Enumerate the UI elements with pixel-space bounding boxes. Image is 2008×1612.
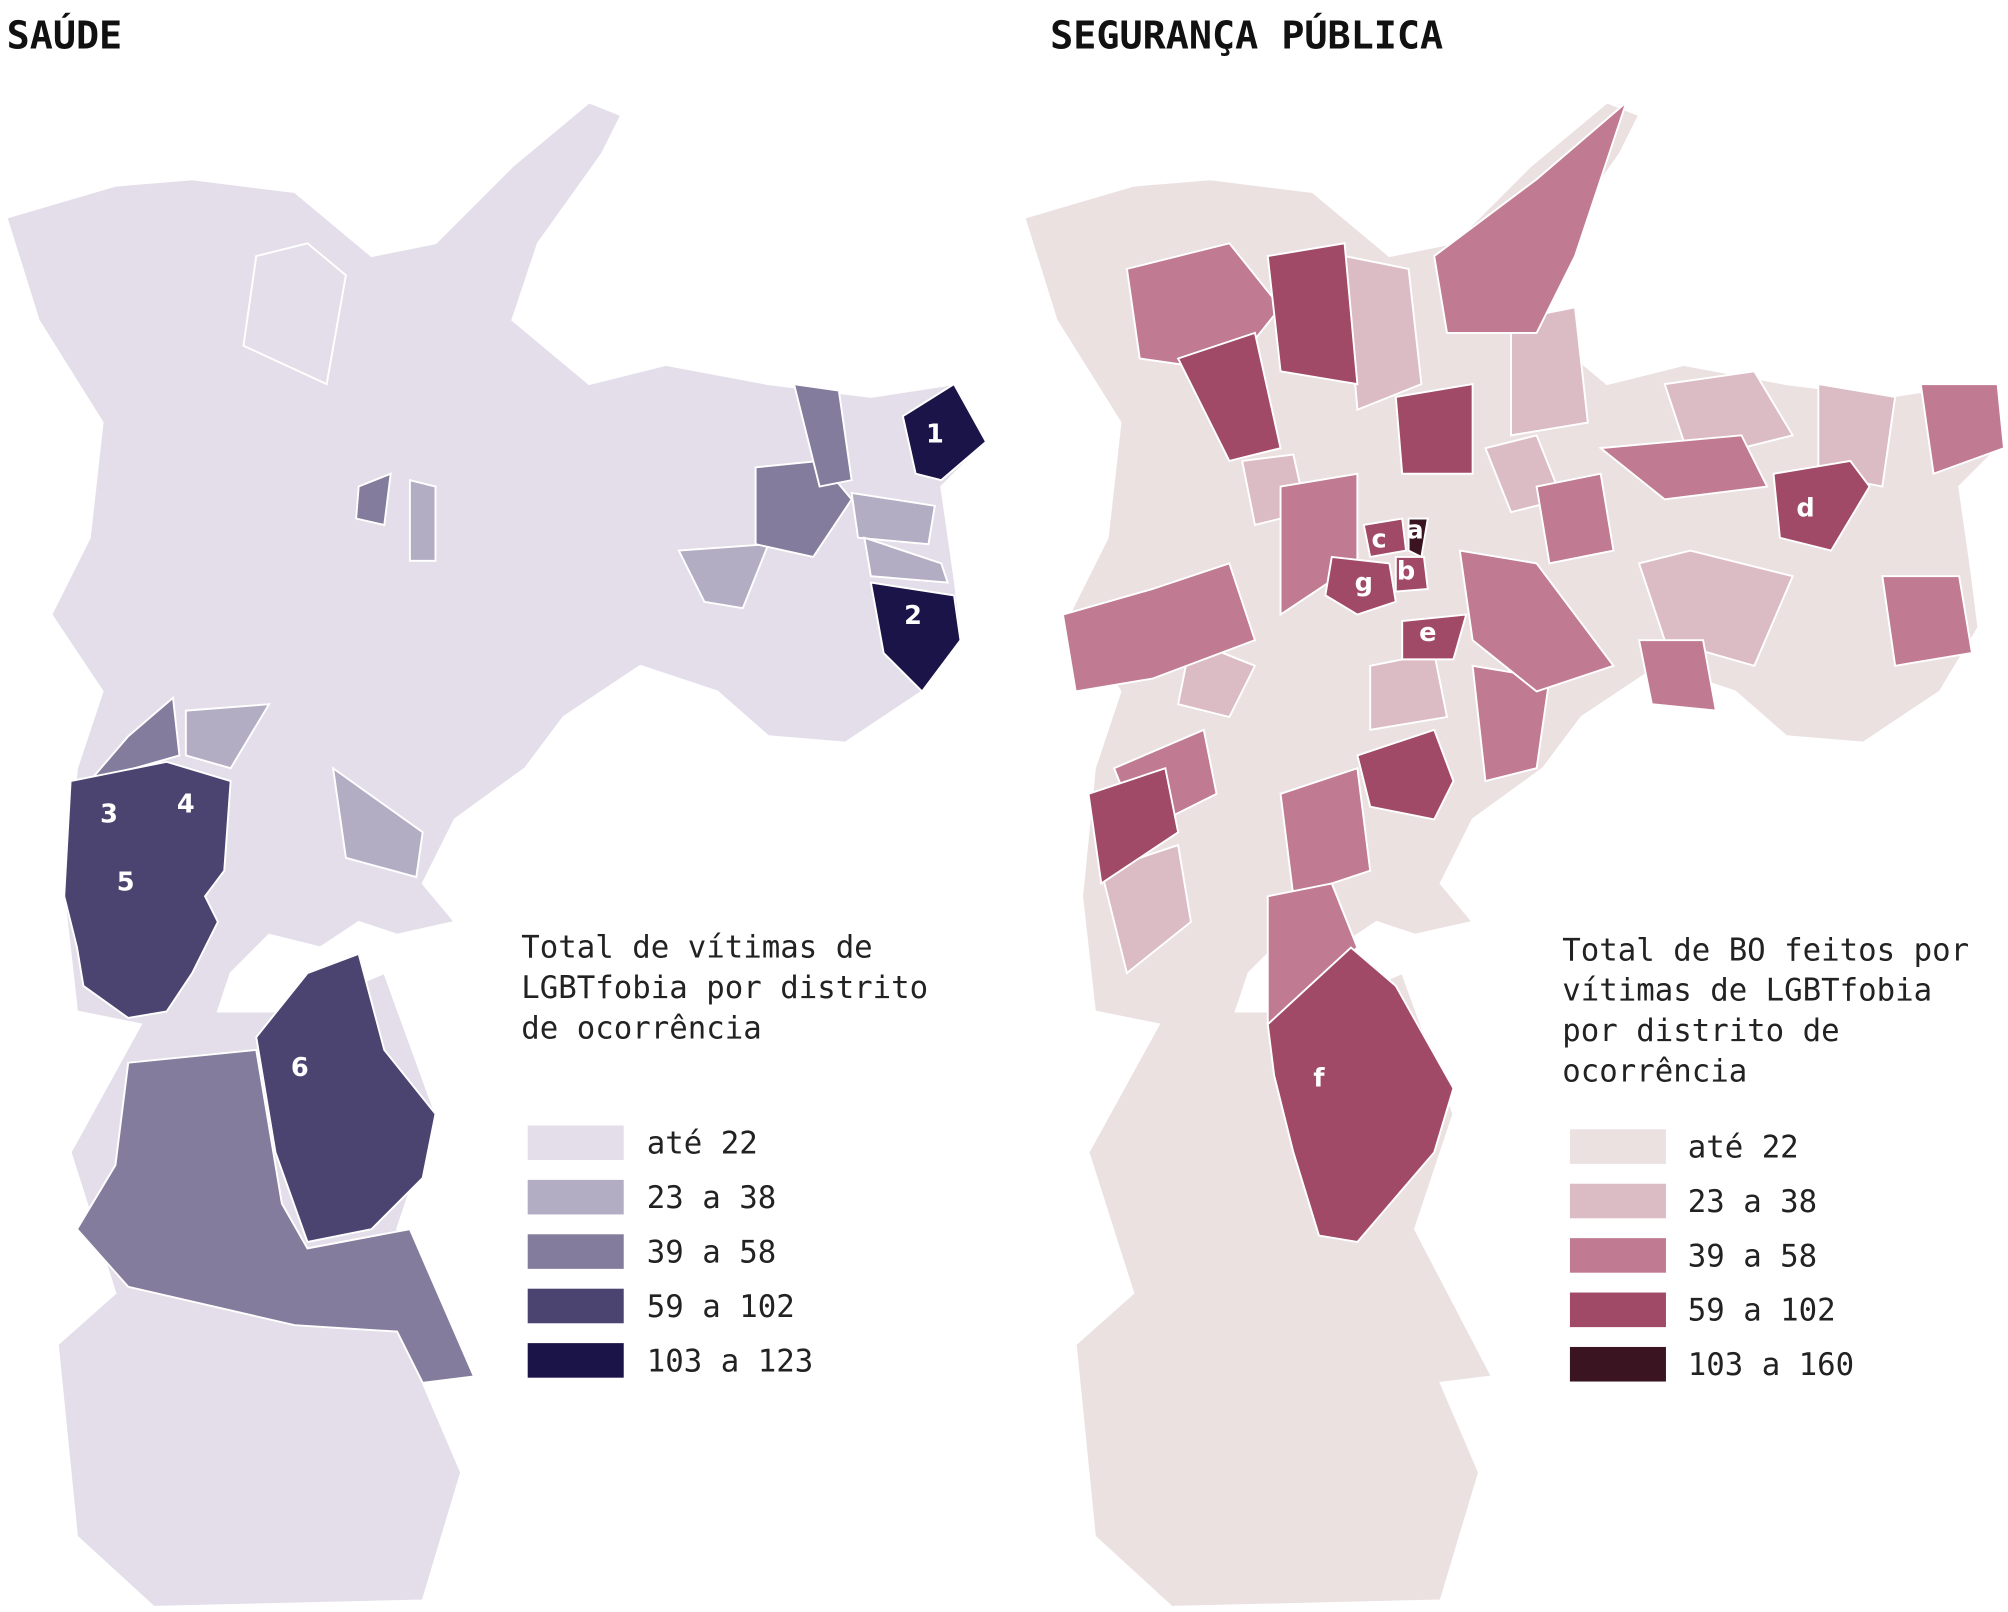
district [1772, 459, 1871, 552]
district-label: 6 [291, 1053, 309, 1083]
panel-title: SAÚDE [7, 12, 123, 59]
district [242, 242, 347, 386]
district [1637, 639, 1718, 712]
district [869, 581, 962, 693]
legend-swatch [527, 1343, 624, 1378]
legend-swatch [1569, 1238, 1666, 1273]
district [1061, 562, 1257, 693]
district-label: d [1796, 494, 1814, 524]
legend-title: Total de BO feitos por [1562, 932, 1969, 968]
legend-swatch [1569, 1183, 1666, 1219]
legend-title: vítimas de LGBTfobia [1562, 973, 1932, 1009]
district-label: 3 [100, 800, 118, 830]
legend-label: 103 a 123 [647, 1343, 813, 1379]
district-label: 5 [117, 867, 135, 897]
panel-title: SEGURANÇA PÚBLICA [1050, 12, 1443, 59]
district [901, 382, 988, 482]
district [1535, 472, 1615, 565]
district [1881, 575, 1974, 667]
district [408, 478, 437, 562]
district [331, 766, 424, 879]
district [1369, 651, 1449, 731]
district [1266, 946, 1455, 1244]
district [1279, 766, 1372, 898]
legend-title: LGBTfobia por distrito [521, 970, 928, 1006]
district-label: b [1397, 556, 1415, 586]
legend-label: 23 a 38 [647, 1180, 776, 1216]
district-label: g [1355, 568, 1373, 598]
legend-swatch [527, 1179, 624, 1215]
legend-label: 59 a 102 [647, 1289, 795, 1325]
legend-title: de ocorrência [521, 1010, 761, 1046]
district [255, 952, 437, 1244]
district [1362, 517, 1408, 559]
district [63, 760, 232, 1019]
district [1266, 242, 1359, 386]
legend-title: por distrito de [1562, 1013, 1839, 1049]
district [1394, 382, 1474, 475]
legend-label: até 22 [647, 1126, 758, 1162]
legend-label: 59 a 102 [1688, 1293, 1836, 1329]
district [1176, 331, 1282, 463]
district [1817, 382, 1897, 488]
district [355, 472, 392, 527]
district [1356, 728, 1455, 821]
legend-label: 39 a 58 [647, 1234, 776, 1270]
district [86, 695, 181, 783]
legend-swatch [1569, 1346, 1666, 1382]
legend-swatch [1569, 1292, 1666, 1328]
district-label: 4 [177, 789, 195, 819]
district [677, 543, 770, 610]
district [850, 491, 936, 546]
district [1598, 434, 1769, 501]
district [1401, 613, 1468, 661]
district [1919, 383, 2006, 476]
seguranca-map: abc d e f g [1023, 99, 2006, 1608]
district-label: 1 [926, 419, 944, 449]
district-label: f [1313, 1063, 1325, 1093]
district [1394, 556, 1429, 593]
district [1343, 254, 1423, 412]
district-label: a [1406, 515, 1423, 545]
legend-swatch [1569, 1129, 1666, 1164]
legend-label: 23 a 38 [1688, 1184, 1817, 1220]
legend-swatch [527, 1234, 624, 1269]
legend-label: 103 a 160 [1688, 1347, 1854, 1383]
district [792, 382, 853, 488]
district-label: 2 [904, 601, 922, 631]
district [1324, 555, 1397, 616]
legend-swatch [527, 1288, 624, 1324]
legend-title: ocorrência [1562, 1053, 1747, 1089]
legend-label: 39 a 58 [1688, 1238, 1817, 1274]
district [1433, 99, 1629, 334]
district [1087, 766, 1180, 886]
district [1266, 882, 1359, 1027]
district [1510, 306, 1589, 437]
district [75, 1048, 476, 1384]
district [1458, 549, 1616, 693]
district [863, 536, 950, 584]
district [1637, 549, 1795, 667]
district [1407, 517, 1429, 559]
legend-label: até 22 [1688, 1129, 1799, 1165]
district [184, 703, 271, 770]
legend-swatch [527, 1125, 624, 1161]
saude-map: 1 2 3 4 5 6 [5, 101, 988, 1608]
district-label: e [1419, 618, 1436, 648]
district [1100, 843, 1192, 975]
district-label: c [1372, 524, 1387, 554]
legend-title: Total de vítimas de [521, 930, 872, 966]
